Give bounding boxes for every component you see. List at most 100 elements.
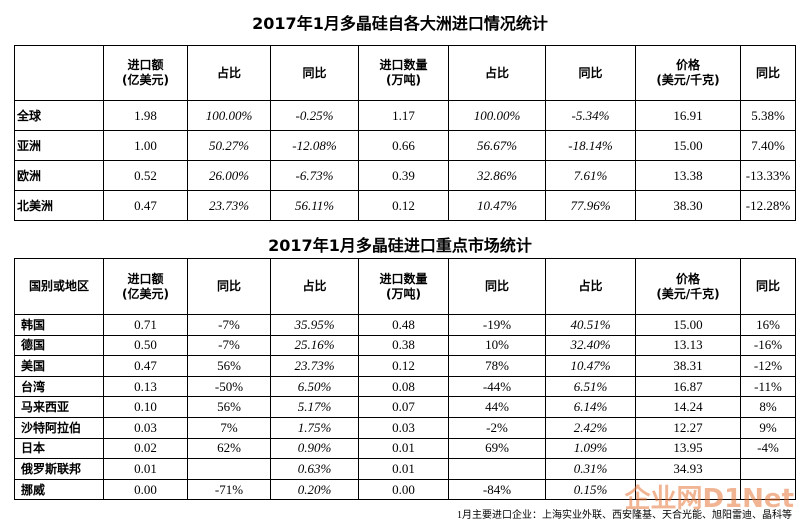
cell: 69% xyxy=(448,437,546,460)
header-cell: 价格 (美元/千克) xyxy=(635,45,741,101)
cell: 13.38 xyxy=(635,160,741,191)
cell: 15.00 xyxy=(635,130,741,161)
cell: 32.40% xyxy=(545,334,636,357)
header-row: 进口额 (亿美元) 占比 同比 进口数量 (万吨) 占比 同比 价格 (美元/千克) 同比 xyxy=(14,45,796,101)
cell: 35.95% xyxy=(270,314,359,336)
cell: 8% xyxy=(740,396,796,418)
cell: 7% xyxy=(187,416,271,439)
header-cell: 同比 xyxy=(740,258,796,315)
row-label: 欧洲 xyxy=(14,160,104,191)
table-row: 美国 0.47 56% 23.73% 0.12 78% 10.47% 38.31 -12% xyxy=(14,355,796,377)
cell: 0.71 xyxy=(103,314,188,336)
data-table: 国别或地区 进口额 (亿美元) 同比 占比 进口数量 (万吨) 同比 占比 价格 (美元/千克… xyxy=(14,258,796,501)
cell: -12.08% xyxy=(270,130,359,161)
table-row: 沙特阿拉伯 0.03 7% 1.75% 0.03 -2% 2.42% 12.27 9% xyxy=(14,416,796,439)
cell: 0.00 xyxy=(358,478,449,501)
table-row: 亚洲 1.00 50.27% -12.08% 0.66 56.67% -18.14% 15.0… xyxy=(14,130,796,161)
header-cell: 进口数量 (万吨) xyxy=(358,258,449,315)
row-label: 俄罗斯联邦 xyxy=(14,458,104,480)
cell: 0.01 xyxy=(358,437,449,460)
header-cell: 占比 xyxy=(187,45,271,101)
table-row: 日本 0.02 62% 0.90% 0.01 69% 1.09% 13.95 -4% xyxy=(14,437,796,460)
cell: 0.08 xyxy=(358,375,449,398)
cell: 1.09% xyxy=(545,437,636,460)
table-row: 欧洲 0.52 26.00% -6.73% 0.39 32.86% 7.61% 13.38 -1… xyxy=(14,160,796,191)
cell: 0.07 xyxy=(358,396,449,418)
cell: -5.34% xyxy=(545,100,636,131)
row-label: 沙特阿拉伯 xyxy=(14,416,104,439)
table-row: 台湾 0.13 -50% 6.50% 0.08 -44% 6.51% 16.87 -11% xyxy=(14,375,796,398)
table-row: 马来西亚 0.10 56% 5.17% 0.07 44% 6.14% 14.24 8% xyxy=(14,396,796,418)
cell: -4% xyxy=(740,437,796,460)
row-label: 北美洲 xyxy=(14,190,104,221)
cell: 0.02 xyxy=(103,437,188,460)
cell: 0.90% xyxy=(270,437,359,460)
header-cell: 同比 xyxy=(740,45,796,101)
cell: 7.40% xyxy=(740,130,796,161)
cell: -84% xyxy=(448,478,546,501)
cell: 16% xyxy=(740,314,796,336)
row-label: 台湾 xyxy=(14,375,104,398)
cell: 0.38 xyxy=(358,334,449,357)
table-row: 挪威 0.00 -71% 0.20% 0.00 -84% 0.15% xyxy=(14,478,796,501)
cell: -16% xyxy=(740,334,796,357)
cell: 26.00% xyxy=(187,160,271,191)
row-label: 美国 xyxy=(14,355,104,377)
cell: 56% xyxy=(187,396,271,418)
header-cell: 国别或地区 xyxy=(14,258,104,315)
cell: -44% xyxy=(448,375,546,398)
cell: -12.28% xyxy=(740,190,796,221)
header-row: 国别或地区 进口额 (亿美元) 同比 占比 进口数量 (万吨) 同比 占比 价格 (美元/千克… xyxy=(14,258,796,315)
cell: 16.87 xyxy=(635,375,741,398)
data-table: 进口额 (亿美元) 占比 同比 进口数量 (万吨) 占比 同比 价格 (美元/千克) 同比 全球… xyxy=(14,45,796,221)
cell: 0.01 xyxy=(358,458,449,480)
header-cell: 进口额 (亿美元) xyxy=(103,258,188,315)
cell: 12.27 xyxy=(635,416,741,439)
cell xyxy=(740,458,796,480)
cell: 32.86% xyxy=(448,160,546,191)
header-cell: 同比 xyxy=(187,258,271,315)
cell: 7.61% xyxy=(545,160,636,191)
cell: 0.48 xyxy=(358,314,449,336)
cell: 13.13 xyxy=(635,334,741,357)
cell: 0.15% xyxy=(545,478,636,501)
cell: -50% xyxy=(187,375,271,398)
row-label: 挪威 xyxy=(14,478,104,501)
row-label: 韩国 xyxy=(14,314,104,336)
header-cell: 同比 xyxy=(545,45,636,101)
row-label: 德国 xyxy=(14,334,104,357)
header-cell: 进口额 (亿美元) xyxy=(103,45,188,101)
cell: 6.50% xyxy=(270,375,359,398)
cell: 1.75% xyxy=(270,416,359,439)
cell: 0.47 xyxy=(103,190,188,221)
row-label: 日本 xyxy=(14,437,104,460)
table-row: 俄罗斯联邦 0.01 0.63% 0.01 0.31% 34.93 xyxy=(14,458,796,480)
cell: 40.51% xyxy=(545,314,636,336)
cell: -11% xyxy=(740,375,796,398)
cell: -18.14% xyxy=(545,130,636,161)
table-row: 德国 0.50 -7% 25.16% 0.38 10% 32.40% 13.13 -16% xyxy=(14,334,796,357)
cell: 56.67% xyxy=(448,130,546,161)
cell: 44% xyxy=(448,396,546,418)
cell: 6.14% xyxy=(545,396,636,418)
row-label: 马来西亚 xyxy=(14,396,104,418)
cell: -7% xyxy=(187,334,271,357)
cell: 16.91 xyxy=(635,100,741,131)
header-cell: 占比 xyxy=(270,258,359,315)
cell: 50.27% xyxy=(187,130,271,161)
cell: 9% xyxy=(740,416,796,439)
cell: 0.47 xyxy=(103,355,188,377)
cell: -19% xyxy=(448,314,546,336)
cell: 2.42% xyxy=(545,416,636,439)
cell: 78% xyxy=(448,355,546,377)
cell: 0.50 xyxy=(103,334,188,357)
cell: 38.31 xyxy=(635,355,741,377)
cell: -2% xyxy=(448,416,546,439)
cell: 13.95 xyxy=(635,437,741,460)
cell: 23.73% xyxy=(270,355,359,377)
header-cell: 占比 xyxy=(448,45,546,101)
cell: 56.11% xyxy=(270,190,359,221)
cell: 6.51% xyxy=(545,375,636,398)
cell: 0.13 xyxy=(103,375,188,398)
table-row: 韩国 0.71 -7% 35.95% 0.48 -19% 40.51% 15.00 16% xyxy=(14,314,796,336)
